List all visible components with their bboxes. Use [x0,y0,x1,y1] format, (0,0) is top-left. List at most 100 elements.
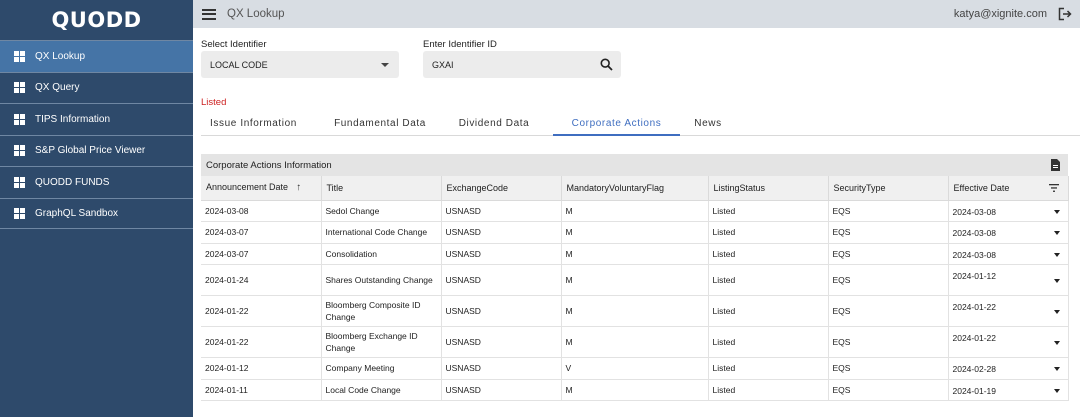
cell-listing-status: Listed [708,379,829,401]
row-expand-caret-icon[interactable] [1053,252,1060,257]
table-row[interactable]: 2024-03-07 Consolidation USNASD M Listed… [201,243,1069,265]
cell-listing-status: Listed [708,326,829,358]
dashboard-grid-icon [14,113,25,125]
cell-listing-status: Listed [708,200,829,222]
cell-security-type: EQS [828,357,949,380]
cell-effective-date: 2024-01-19 [948,379,1069,401]
identifier-id-label: Enter Identifier ID [423,39,497,50]
table-row[interactable]: 2024-01-11 Local Code Change USNASD M Li… [201,379,1069,401]
sidebar-item-graphql-sandbox[interactable]: GraphQL Sandbox [0,197,193,229]
cell-effective-date: 2024-01-22 [948,295,1069,327]
row-expand-caret-icon[interactable] [1053,231,1060,235]
cell-flag: M [561,200,709,222]
table-row[interactable]: 2024-01-22 Bloomberg Exchange ID Change … [201,326,1069,358]
sidebar-item-label: TIPS Information [35,113,111,125]
cell-title: Company Meeting [321,357,442,380]
tab-fundamental-data[interactable]: Fundamental Data [334,118,426,129]
sidebar-item-qx-lookup[interactable]: QX Lookup [0,40,193,72]
table-row[interactable]: 2024-01-12 Company Meeting USNASD V List… [201,357,1069,380]
cell-flag: V [561,357,709,380]
cell-announcement-date: 2024-01-22 [201,326,322,358]
column-header-mandatory-voluntary-flag[interactable]: MandatoryVoluntaryFlag [561,176,709,201]
table-row[interactable]: 2024-01-24 Shares Outstanding Change USN… [201,264,1069,296]
identifier-id-input[interactable] [432,51,592,78]
table-row[interactable]: 2024-01-22 Bloomberg Composite ID Change… [201,295,1069,327]
cell-effective-date: 2024-03-08 [948,221,1069,244]
sidebar-item-tips-information[interactable]: TIPS Information [0,103,193,135]
row-expand-caret-icon[interactable] [1053,388,1060,393]
cell-security-type: EQS [828,326,949,358]
identifier-select[interactable]: LOCAL CODE [201,51,399,78]
cell-announcement-date: 2024-01-12 [201,357,322,380]
cell-flag: M [561,326,709,358]
row-expand-caret-icon[interactable] [1053,279,1060,283]
filter-icon[interactable] [1048,184,1059,192]
hamburger-menu-icon[interactable] [202,8,216,20]
cell-security-type: EQS [828,264,949,296]
table-row[interactable]: 2024-03-08 Sedol Change USNASD M Listed … [201,200,1069,222]
cell-security-type: EQS [828,221,949,244]
row-expand-caret-icon[interactable] [1053,209,1060,214]
search-icon[interactable] [600,58,613,71]
cell-announcement-date: 2024-01-24 [201,264,322,296]
cell-title: Sedol Change [321,200,442,222]
dashboard-grid-icon [14,82,25,94]
sidebar-item-qx-query[interactable]: QX Query [0,71,193,104]
cell-listing-status: Listed [708,357,829,380]
column-header-listing-status[interactable]: ListingStatus [708,176,829,201]
tab-dividend-data[interactable]: Dividend Data [458,118,530,129]
logout-icon[interactable] [1058,7,1072,21]
select-identifier-label: Select Identifier [201,39,267,50]
dashboard-grid-icon [14,176,25,188]
sidebar-item-sp-global-price-viewer[interactable]: S&P Global Price Viewer [0,134,193,167]
cell-security-type: EQS [828,243,949,265]
cell-security-type: EQS [828,200,949,222]
sidebar-nav: QX Lookup QX Query TIPS Information S&P … [0,40,193,229]
identifier-id-box [423,51,621,78]
cell-exchange-code: USNASD [441,200,562,222]
tab-news[interactable]: News [694,118,722,129]
cell-effective-date: 2024-01-22 [948,326,1069,358]
cell-exchange-code: USNASD [441,264,562,296]
sidebar-item-label: QX Lookup [35,50,86,62]
cell-announcement-date: 2024-03-07 [201,243,322,265]
row-expand-caret-icon[interactable] [1053,367,1060,371]
cell-exchange-code: USNASD [441,243,562,265]
sidebar-item-quodd-funds[interactable]: QUODD FUNDS [0,166,193,198]
page-title: QX Lookup [227,8,285,20]
cell-announcement-date: 2024-01-11 [201,379,322,401]
cell-security-type: EQS [828,379,949,401]
row-expand-caret-icon[interactable] [1053,341,1060,345]
cell-exchange-code: USNASD [441,357,562,380]
table-body: 2024-03-08 Sedol Change USNASD M Listed … [201,200,1069,401]
sidebar-item-label: QX Query [35,82,80,94]
export-document-icon[interactable] [1051,159,1060,171]
cell-effective-date: 2024-03-08 [948,200,1069,222]
dashboard-grid-icon [14,145,25,157]
column-header-title[interactable]: Title [321,176,442,201]
table-header-row: Announcement Date ↑ Title ExchangeCode Ma… [201,176,1069,201]
cell-announcement-date: 2024-01-22 [201,295,322,327]
column-header-effective-date[interactable]: Effective Date [948,176,1069,201]
sidebar-item-label: QUODD FUNDS [35,176,110,188]
row-expand-caret-icon[interactable] [1053,310,1060,314]
column-header-exchange-code[interactable]: ExchangeCode [441,176,562,201]
tab-issue-information[interactable]: Issue Information [210,118,297,129]
column-header-security-type[interactable]: SecurityType [828,176,949,201]
cell-title: Bloomberg Exchange ID Change [321,326,442,358]
cell-listing-status: Listed [708,295,829,327]
cell-exchange-code: USNASD [441,295,562,327]
column-header-announcement-date[interactable]: Announcement Date ↑ [201,176,322,201]
cell-title: International Code Change [321,221,442,244]
quodd-logo: QUODD [51,8,142,32]
cell-listing-status: Listed [708,221,829,244]
table-row[interactable]: 2024-03-07 International Code Change USN… [201,221,1069,244]
cell-title: Consolidation [321,243,442,265]
dashboard-grid-icon [14,207,25,219]
cell-title: Shares Outstanding Change [321,264,442,296]
sidebar: QUODD QX Lookup QX Query TIPS Informatio… [0,0,193,417]
sidebar-item-label: GraphQL Sandbox [35,207,119,219]
main-content: Select Identifier LOCAL CODE Enter Ident… [193,28,1080,417]
tab-corporate-actions[interactable]: Corporate Actions [553,118,680,136]
